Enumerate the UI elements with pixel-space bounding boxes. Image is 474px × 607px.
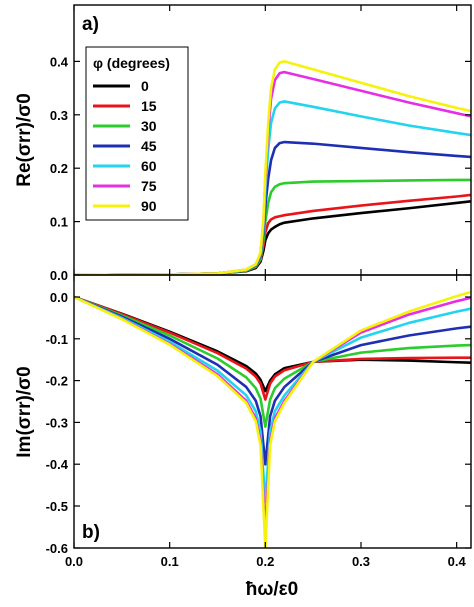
panel-b-xtick-label: 0.4 <box>448 554 467 569</box>
legend-label-60: 60 <box>141 158 157 174</box>
legend-label-0: 0 <box>141 78 149 94</box>
panel-a-y-ticks: 0.0 0.1 0.2 0.3 0.4 <box>50 54 471 283</box>
legend-items: 0 15 30 45 60 75 90 <box>93 78 157 214</box>
panel-b-ytick-label: -0.3 <box>46 415 68 430</box>
panel-a: 0.0 0.1 0.2 0.3 0.4 a) Re(σrr)/σ0 φ (degrees… <box>14 4 472 283</box>
panel-a-ytick-label: 0.2 <box>50 161 68 176</box>
legend-title: φ (degrees) <box>93 55 170 71</box>
panel-a-ytick-label: 0.1 <box>50 215 68 230</box>
panel-b-ytick-label: -0.1 <box>46 332 68 347</box>
panel-b-series-line-30 <box>74 295 471 428</box>
panel-a-label: a) <box>82 14 99 35</box>
panel-b-xtick-label: 0.3 <box>352 554 370 569</box>
panel-a-ylabel: Re(σrr)/σ0 <box>14 93 35 187</box>
panel-b-series-line-60 <box>74 295 471 504</box>
panel-b-ytick-label: -0.4 <box>46 457 69 472</box>
panel-b-series-line-15 <box>74 295 471 401</box>
panel-a-ytick-label: 0.4 <box>50 54 69 69</box>
legend-label-30: 30 <box>141 118 157 134</box>
panel-a-series-line-90 <box>74 60 471 275</box>
panel-b-x-ticks: 0.0 0.1 0.2 0.3 0.4 <box>65 275 466 569</box>
panel-b-ytick-label: 0.0 <box>50 290 68 305</box>
panel-b-series-line-90 <box>74 290 471 548</box>
panel-b-frame <box>73 274 472 549</box>
panel-b-xtick-label: 0.0 <box>65 554 83 569</box>
panel-b-ylabel: Im(σrr)/σ0 <box>14 366 35 457</box>
panel-a-x-ticks <box>73 5 458 275</box>
panel-b-xtick-label: 0.1 <box>161 554 179 569</box>
panel-b-xlabel: ħω/ε0 <box>246 579 299 600</box>
panel-b-y-ticks: 0.0 -0.1 -0.2 -0.3 -0.4 -0.5 -0.6 <box>46 290 471 556</box>
legend-label-15: 15 <box>141 98 157 114</box>
panel-b-label: b) <box>82 522 100 543</box>
panel-a-ytick-label: 0.0 <box>50 268 68 283</box>
legend-label-75: 75 <box>141 178 157 194</box>
panel-b: 0.0 -0.1 -0.2 -0.3 -0.4 -0.5 -0.6 0.0 0.1 0.2 0.3… <box>14 274 472 600</box>
panel-b-series-line-45 <box>74 295 471 466</box>
legend-label-45: 45 <box>141 138 157 154</box>
panel-b-ytick-label: -0.5 <box>46 499 68 514</box>
panel-b-series-group <box>74 290 471 548</box>
legend-box <box>85 46 189 221</box>
panel-b-ytick-label: -0.2 <box>46 374 68 389</box>
panel-b-xtick-label: 0.2 <box>256 554 274 569</box>
panel-b-ytick-label: -0.6 <box>46 541 68 556</box>
panel-a-series-group <box>74 60 471 275</box>
panel-b-series-line-75 <box>74 295 471 533</box>
panel-a-ytick-label: 0.3 <box>50 108 68 123</box>
legend: φ (degrees) 0 15 30 45 60 75 90 <box>85 46 189 221</box>
legend-label-90: 90 <box>141 198 157 214</box>
